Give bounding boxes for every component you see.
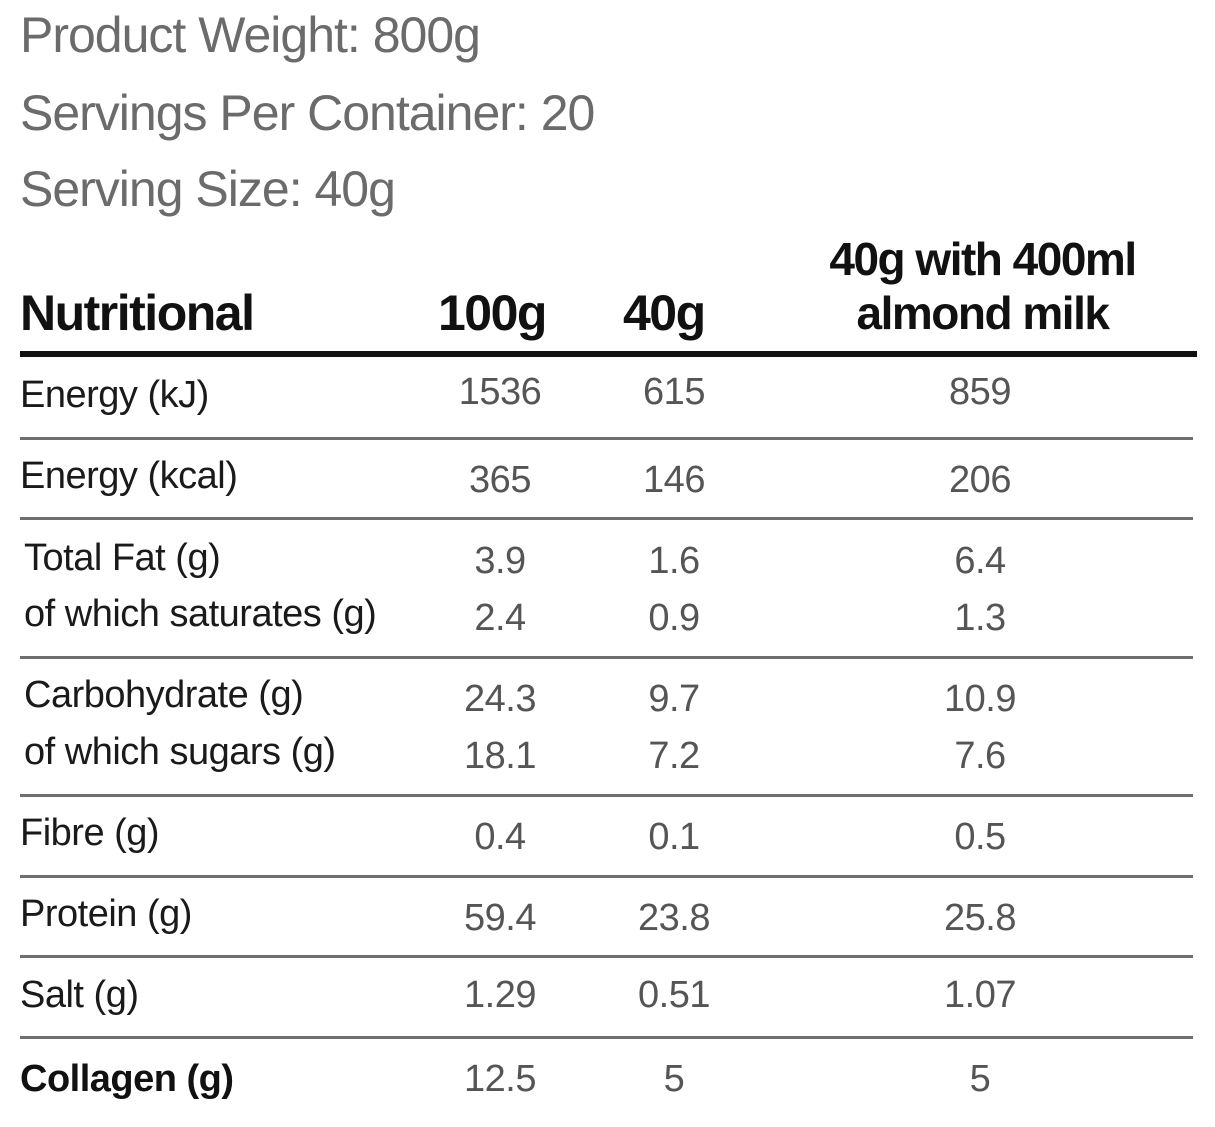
row-divider: [20, 517, 1193, 520]
servings-per-container: Servings Per Container: 20: [20, 85, 595, 141]
value-with-milk: 859: [949, 371, 1011, 413]
value-per-40g: 0.1: [648, 816, 700, 858]
value-per-100g: 365: [469, 459, 531, 501]
value-per-100g: 3.9: [474, 540, 526, 582]
row-divider: [20, 794, 1193, 797]
value-per-100g: 24.3: [464, 678, 536, 720]
value-per-100g: 2.4: [474, 597, 526, 639]
value-per-40g: 1.6: [648, 540, 700, 582]
row-divider: [20, 437, 1193, 440]
row-label: of which sugars (g): [24, 731, 336, 773]
value-with-milk: 7.6: [954, 735, 1006, 777]
value-with-milk: 6.4: [954, 540, 1006, 582]
row-label: Salt (g): [20, 974, 139, 1016]
serving-size: Serving Size: 40g: [20, 161, 396, 217]
value-per-40g: 5: [663, 1058, 685, 1100]
row-divider: [20, 1036, 1193, 1039]
row-divider: [20, 955, 1193, 958]
value-per-40g: 7.2: [648, 735, 700, 777]
value-per-100g: 12.5: [464, 1058, 536, 1100]
header-nutritional: Nutritional: [20, 285, 255, 341]
value-with-milk: 10.9: [944, 678, 1016, 720]
row-label: Carbohydrate (g): [24, 674, 304, 716]
header-per-100g: 100g: [438, 285, 547, 341]
row-label: Energy (kcal): [20, 455, 238, 497]
value-per-40g: 0.9: [648, 597, 700, 639]
value-per-40g: 23.8: [638, 897, 710, 939]
product-weight: Product Weight: 800g: [20, 7, 481, 63]
header-with-almond-milk-line2: almond milk: [856, 287, 1110, 339]
row-label: Protein (g): [20, 893, 192, 935]
value-per-100g: 1536: [458, 371, 542, 413]
row-divider: [20, 656, 1193, 659]
header-with-almond-milk-line1: 40g with 400ml: [829, 233, 1137, 285]
value-per-40g: 146: [643, 459, 705, 501]
value-with-milk: 5: [969, 1058, 991, 1100]
value-per-100g: 59.4: [464, 897, 536, 939]
value-per-40g: 9.7: [648, 678, 700, 720]
row-label: Energy (kJ): [20, 374, 209, 416]
row-label: of which saturates (g): [24, 593, 377, 635]
header-per-40g: 40g: [623, 285, 706, 341]
value-per-100g: 1.29: [464, 974, 536, 1016]
row-label: Collagen (g): [20, 1058, 234, 1100]
value-with-milk: 206: [949, 459, 1011, 501]
row-divider: [20, 875, 1193, 878]
header-with-almond-milk: 40g with 400ml almond milk: [760, 232, 1205, 340]
value-with-milk: 0.5: [954, 816, 1006, 858]
value-per-40g: 0.51: [638, 974, 710, 1016]
value-per-100g: 18.1: [464, 735, 536, 777]
value-with-milk: 25.8: [944, 897, 1016, 939]
value-with-milk: 1.07: [944, 974, 1016, 1016]
value-per-100g: 0.4: [474, 816, 526, 858]
value-with-milk: 1.3: [954, 597, 1006, 639]
row-label: Fibre (g): [20, 812, 160, 854]
row-label: Total Fat (g): [24, 537, 221, 579]
value-per-40g: 615: [643, 371, 705, 413]
header-divider: [20, 351, 1197, 357]
